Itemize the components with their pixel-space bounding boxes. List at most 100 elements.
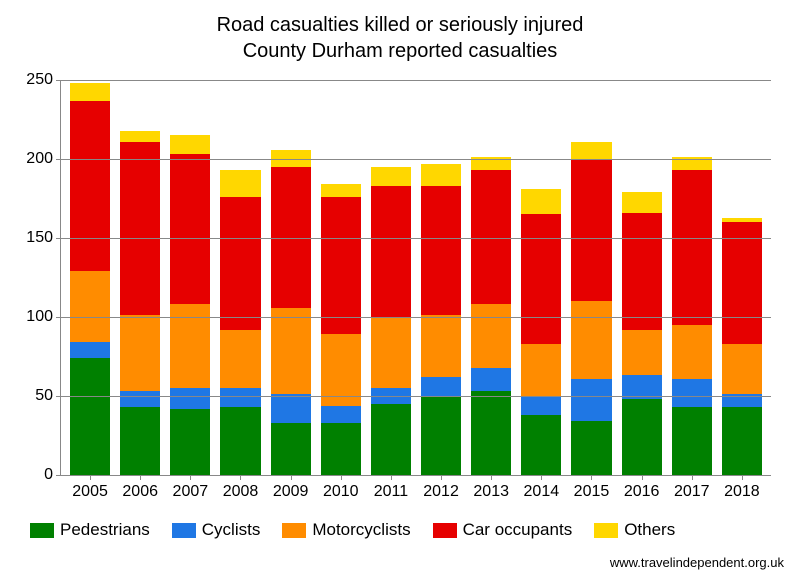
xtick-mark (441, 475, 442, 480)
bar (70, 83, 110, 475)
bar-segment-car-occupants (571, 159, 611, 301)
xtick-label: 2012 (423, 483, 459, 501)
bar-group: 2005 (65, 83, 115, 475)
bar-segment-motorcyclists (421, 315, 461, 377)
bar-segment-motorcyclists (371, 317, 411, 388)
legend-swatch (172, 523, 196, 538)
bar-group: 2015 (566, 142, 616, 475)
legend-label: Pedestrians (60, 520, 150, 540)
bar-group: 2014 (516, 189, 566, 475)
bar-segment-car-occupants (672, 170, 712, 325)
bar-segment-others (120, 131, 160, 142)
legend: PedestriansCyclistsMotorcyclistsCar occu… (30, 520, 770, 540)
xtick-label: 2016 (624, 483, 660, 501)
xtick-mark (541, 475, 542, 480)
bar-segment-pedestrians (120, 407, 160, 475)
xtick-label: 2007 (173, 483, 209, 501)
xtick-mark (90, 475, 91, 480)
ytick-label: 200 (26, 150, 53, 168)
bar-group: 2016 (617, 192, 667, 475)
bar-segment-cyclists (571, 379, 611, 422)
bar (622, 192, 662, 475)
bar-segment-car-occupants (622, 213, 662, 330)
bar-segment-cyclists (220, 388, 260, 407)
legend-label: Car occupants (463, 520, 573, 540)
bar (271, 150, 311, 475)
legend-label: Motorcyclists (312, 520, 410, 540)
bar-group: 2018 (717, 218, 767, 476)
ytick-mark (56, 475, 61, 476)
bar-segment-car-occupants (421, 186, 461, 316)
xtick-label: 2006 (122, 483, 158, 501)
bar-segment-others (421, 164, 461, 186)
bar (220, 170, 260, 475)
bar-segment-pedestrians (271, 423, 311, 475)
bar-segment-motorcyclists (70, 271, 110, 342)
bar-segment-pedestrians (672, 407, 712, 475)
bar (571, 142, 611, 475)
bar-segment-motorcyclists (120, 315, 160, 391)
xtick-label: 2009 (273, 483, 309, 501)
title-line-1: Road casualties killed or seriously inju… (0, 12, 800, 38)
bar-segment-motorcyclists (672, 325, 712, 379)
bar-segment-others (521, 189, 561, 214)
bar-segment-motorcyclists (622, 330, 662, 376)
bar-segment-cyclists (521, 396, 561, 415)
xtick-label: 2017 (674, 483, 710, 501)
xtick-mark (491, 475, 492, 480)
bar-segment-car-occupants (321, 197, 361, 334)
bar-segment-pedestrians (571, 421, 611, 475)
legend-item-pedestrians: Pedestrians (30, 520, 150, 540)
bar-group: 2007 (165, 135, 215, 475)
gridline (61, 80, 771, 81)
bar-segment-cyclists (120, 391, 160, 407)
bar-segment-motorcyclists (271, 308, 311, 395)
gridline (61, 159, 771, 160)
xtick-label: 2013 (473, 483, 509, 501)
bar-segment-pedestrians (622, 399, 662, 475)
bar-segment-cyclists (70, 342, 110, 358)
bar-segment-motorcyclists (220, 330, 260, 388)
xtick-mark (391, 475, 392, 480)
xtick-mark (692, 475, 693, 480)
bar-segment-motorcyclists (571, 301, 611, 378)
xtick-mark (240, 475, 241, 480)
gridline (61, 396, 771, 397)
ytick-mark (56, 159, 61, 160)
bar-segment-others (371, 167, 411, 186)
bar-segment-cyclists (271, 394, 311, 422)
xtick-label: 2011 (374, 483, 408, 501)
bar (120, 131, 160, 475)
legend-swatch (30, 523, 54, 538)
bar-segment-car-occupants (120, 142, 160, 316)
bar (722, 218, 762, 476)
bar-segment-pedestrians (371, 404, 411, 475)
chart-container: Road casualties killed or seriously inju… (0, 0, 800, 580)
bar-segment-pedestrians (321, 423, 361, 475)
bar-segment-motorcyclists (521, 344, 561, 396)
ytick-mark (56, 238, 61, 239)
bar (421, 164, 461, 475)
bar-segment-motorcyclists (722, 344, 762, 395)
bar-segment-cyclists (170, 388, 210, 409)
bar-segment-car-occupants (70, 101, 110, 272)
xtick-label: 2018 (724, 483, 760, 501)
bar-segment-others (622, 192, 662, 213)
legend-item-others: Others (594, 520, 675, 540)
xtick-mark (591, 475, 592, 480)
xtick-mark (291, 475, 292, 480)
bar-segment-pedestrians (70, 358, 110, 475)
bar-segment-cyclists (321, 406, 361, 423)
ytick-mark (56, 396, 61, 397)
xtick-label: 2014 (524, 483, 560, 501)
bar-group: 2011 (366, 167, 416, 475)
bar (371, 167, 411, 475)
ytick-label: 0 (44, 466, 53, 484)
legend-swatch (282, 523, 306, 538)
bar-group: 2012 (416, 164, 466, 475)
ytick-mark (56, 80, 61, 81)
ytick-label: 100 (26, 308, 53, 326)
bar-segment-motorcyclists (471, 304, 511, 367)
bar-segment-pedestrians (471, 391, 511, 475)
chart-title: Road casualties killed or seriously inju… (0, 0, 800, 64)
